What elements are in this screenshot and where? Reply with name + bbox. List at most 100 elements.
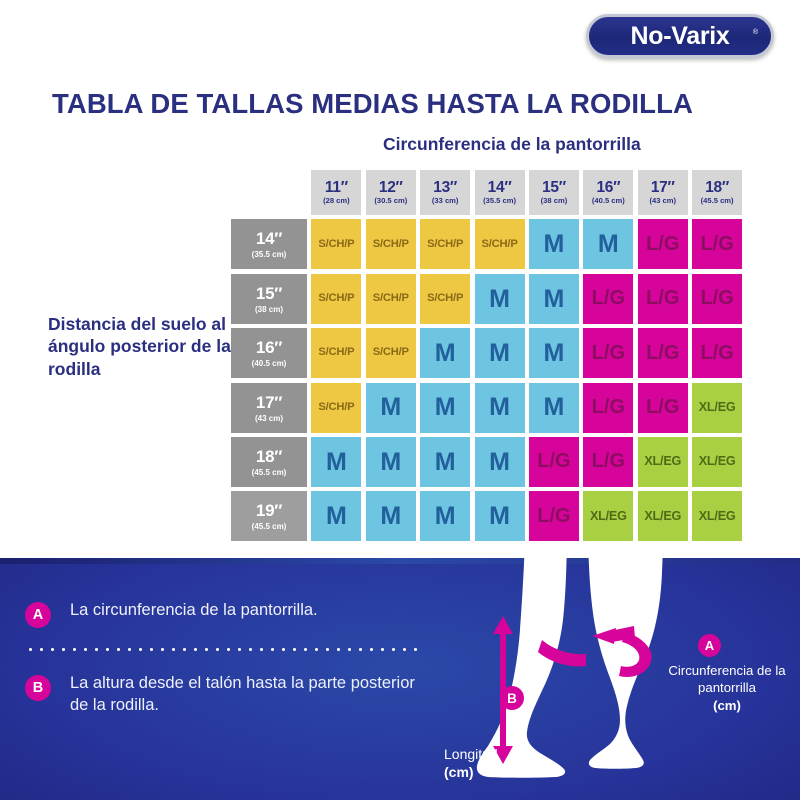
size-cell: M <box>311 436 362 487</box>
size-cell: M <box>365 436 416 487</box>
legend-text-a: La circunferencia de la pantorrilla. <box>70 601 318 619</box>
tape-front-curve <box>619 632 652 677</box>
size-cell: L/G <box>583 273 634 324</box>
table-row: 17″ (43 cm) S/CH/P M M M M L/G L/G XL/EG <box>231 382 743 433</box>
dotted-divider <box>25 648 420 651</box>
size-cell: M <box>420 328 471 379</box>
diagram-badge-b: B <box>500 686 524 710</box>
size-cell: M <box>420 436 471 487</box>
logo-pill: No-Varix ® <box>586 14 774 58</box>
size-cell: L/G <box>583 328 634 379</box>
row-header: 15″ (38 cm) <box>231 273 307 324</box>
size-cell: L/G <box>637 219 688 270</box>
size-cell: XL/EG <box>692 491 743 542</box>
tape-back-band <box>538 640 586 667</box>
size-cell: S/CH/P <box>311 382 362 433</box>
brand-logo: No-Varix ® <box>586 14 774 58</box>
column-header: 12″ (30.5 cm) <box>365 170 416 215</box>
size-cell: S/CH/P <box>311 273 362 324</box>
row-header: 14″ (35.5 cm) <box>231 219 307 270</box>
annotation-circunferencia-unit: (cm) <box>713 698 741 714</box>
size-cell: L/G <box>528 491 579 542</box>
size-cell: S/CH/P <box>420 273 471 324</box>
annotation-longitud-unit: (cm) <box>444 764 474 781</box>
column-header: 13″ (33 cm) <box>420 170 471 215</box>
legend-item-b: B La altura desde el talón hasta la part… <box>25 673 420 717</box>
column-header: 16″ (40.5 cm) <box>583 170 634 215</box>
instructions-panel: A La circunferencia de la pantorrilla. B… <box>0 558 800 800</box>
size-cell: XL/EG <box>583 491 634 542</box>
size-cell: L/G <box>692 273 743 324</box>
badge-b: B <box>25 675 51 701</box>
size-cell: M <box>365 491 416 542</box>
row-header: 16″ (40.5 cm) <box>231 328 307 379</box>
size-cell: L/G <box>692 219 743 270</box>
tape-arrow-head-icon <box>592 628 616 644</box>
annotation-longitud: Longitud (cm) <box>444 745 498 781</box>
size-cell: M <box>528 328 579 379</box>
logo-text: No-Varix <box>630 21 730 50</box>
size-cell: L/G <box>583 382 634 433</box>
size-cell: S/CH/P <box>474 219 525 270</box>
size-cell: S/CH/P <box>311 219 362 270</box>
height-arrow-up-icon <box>493 616 513 634</box>
registered-trademark-icon: ® <box>752 29 758 36</box>
column-header: 14″ (35.5 cm) <box>474 170 525 215</box>
legend: A La circunferencia de la pantorrilla. B… <box>25 600 420 717</box>
size-cell: M <box>528 382 579 433</box>
tape-arrow-shaft <box>610 626 635 642</box>
column-header: 17″ (43 cm) <box>637 170 688 215</box>
diagram-badge-a: A <box>698 634 721 657</box>
size-cell: M <box>474 491 525 542</box>
size-cell: M <box>474 382 525 433</box>
row-header: 19″ (45.5 cm) <box>231 491 307 542</box>
row-header: 18″ (45.5 cm) <box>231 436 307 487</box>
size-cell: XL/EG <box>637 491 688 542</box>
size-cell: L/G <box>692 328 743 379</box>
row-header: 17″ (43 cm) <box>231 382 307 433</box>
page-title: TABLA DE TALLAS MEDIAS HASTA LA RODILLA <box>52 88 693 119</box>
legend-item-a: A La circunferencia de la pantorrilla. <box>25 600 420 628</box>
column-header: 15″ (38 cm) <box>528 170 579 215</box>
badge-a: A <box>25 602 51 628</box>
table-row: 15″ (38 cm) S/CH/P S/CH/P S/CH/P M M L/G… <box>231 273 743 324</box>
column-header: 11″ (28 cm) <box>311 170 362 215</box>
size-cell: M <box>474 436 525 487</box>
back-leg-shape <box>588 558 663 769</box>
corner-spacer <box>231 170 307 215</box>
size-cell: M <box>365 382 416 433</box>
column-header: 18″ (45.5 cm) <box>692 170 743 215</box>
legend-text-b: La altura desde el talón hasta la parte … <box>70 674 415 714</box>
panel-top-edge <box>0 558 800 564</box>
size-cell: M <box>474 273 525 324</box>
row-axis-label: Distancia del suelo al ángulo posterior … <box>48 314 231 379</box>
size-cell: M <box>420 382 471 433</box>
size-cell: XL/EG <box>692 382 743 433</box>
size-cell: L/G <box>583 436 634 487</box>
column-axis-label: Circunferencia de la pantorrilla <box>383 134 641 154</box>
annotation-circunferencia: Circunferencia de la pantorrilla (cm) <box>662 662 792 714</box>
annotation-circunferencia-label: Circunferencia de la pantorrilla <box>668 663 786 696</box>
table-header-row: 11″ (28 cm) 12″ (30.5 cm) 13″ (33 cm) 14… <box>231 170 743 215</box>
front-leg-shape <box>476 558 567 778</box>
size-cell: XL/EG <box>692 436 743 487</box>
table-row: 18″ (45.5 cm) M M M M L/G L/G XL/EG XL/E… <box>231 436 743 487</box>
size-cell: M <box>528 219 579 270</box>
size-cell: S/CH/P <box>365 273 416 324</box>
size-cell: L/G <box>637 328 688 379</box>
size-cell: M <box>474 328 525 379</box>
size-cell: L/G <box>528 436 579 487</box>
table-row: 16″ (40.5 cm) S/CH/P S/CH/P M M M L/G L/… <box>231 328 743 379</box>
size-cell: XL/EG <box>637 436 688 487</box>
size-cell: M <box>420 491 471 542</box>
size-cell: L/G <box>637 273 688 324</box>
size-cell: S/CH/P <box>365 328 416 379</box>
table-row: 14″ (35.5 cm) S/CH/P S/CH/P S/CH/P S/CH/… <box>231 219 743 270</box>
size-cell: S/CH/P <box>311 328 362 379</box>
height-arrow-down-icon <box>493 746 513 764</box>
size-cell: S/CH/P <box>420 219 471 270</box>
size-cell: M <box>528 273 579 324</box>
size-cell: L/G <box>637 382 688 433</box>
size-cell: M <box>311 491 362 542</box>
